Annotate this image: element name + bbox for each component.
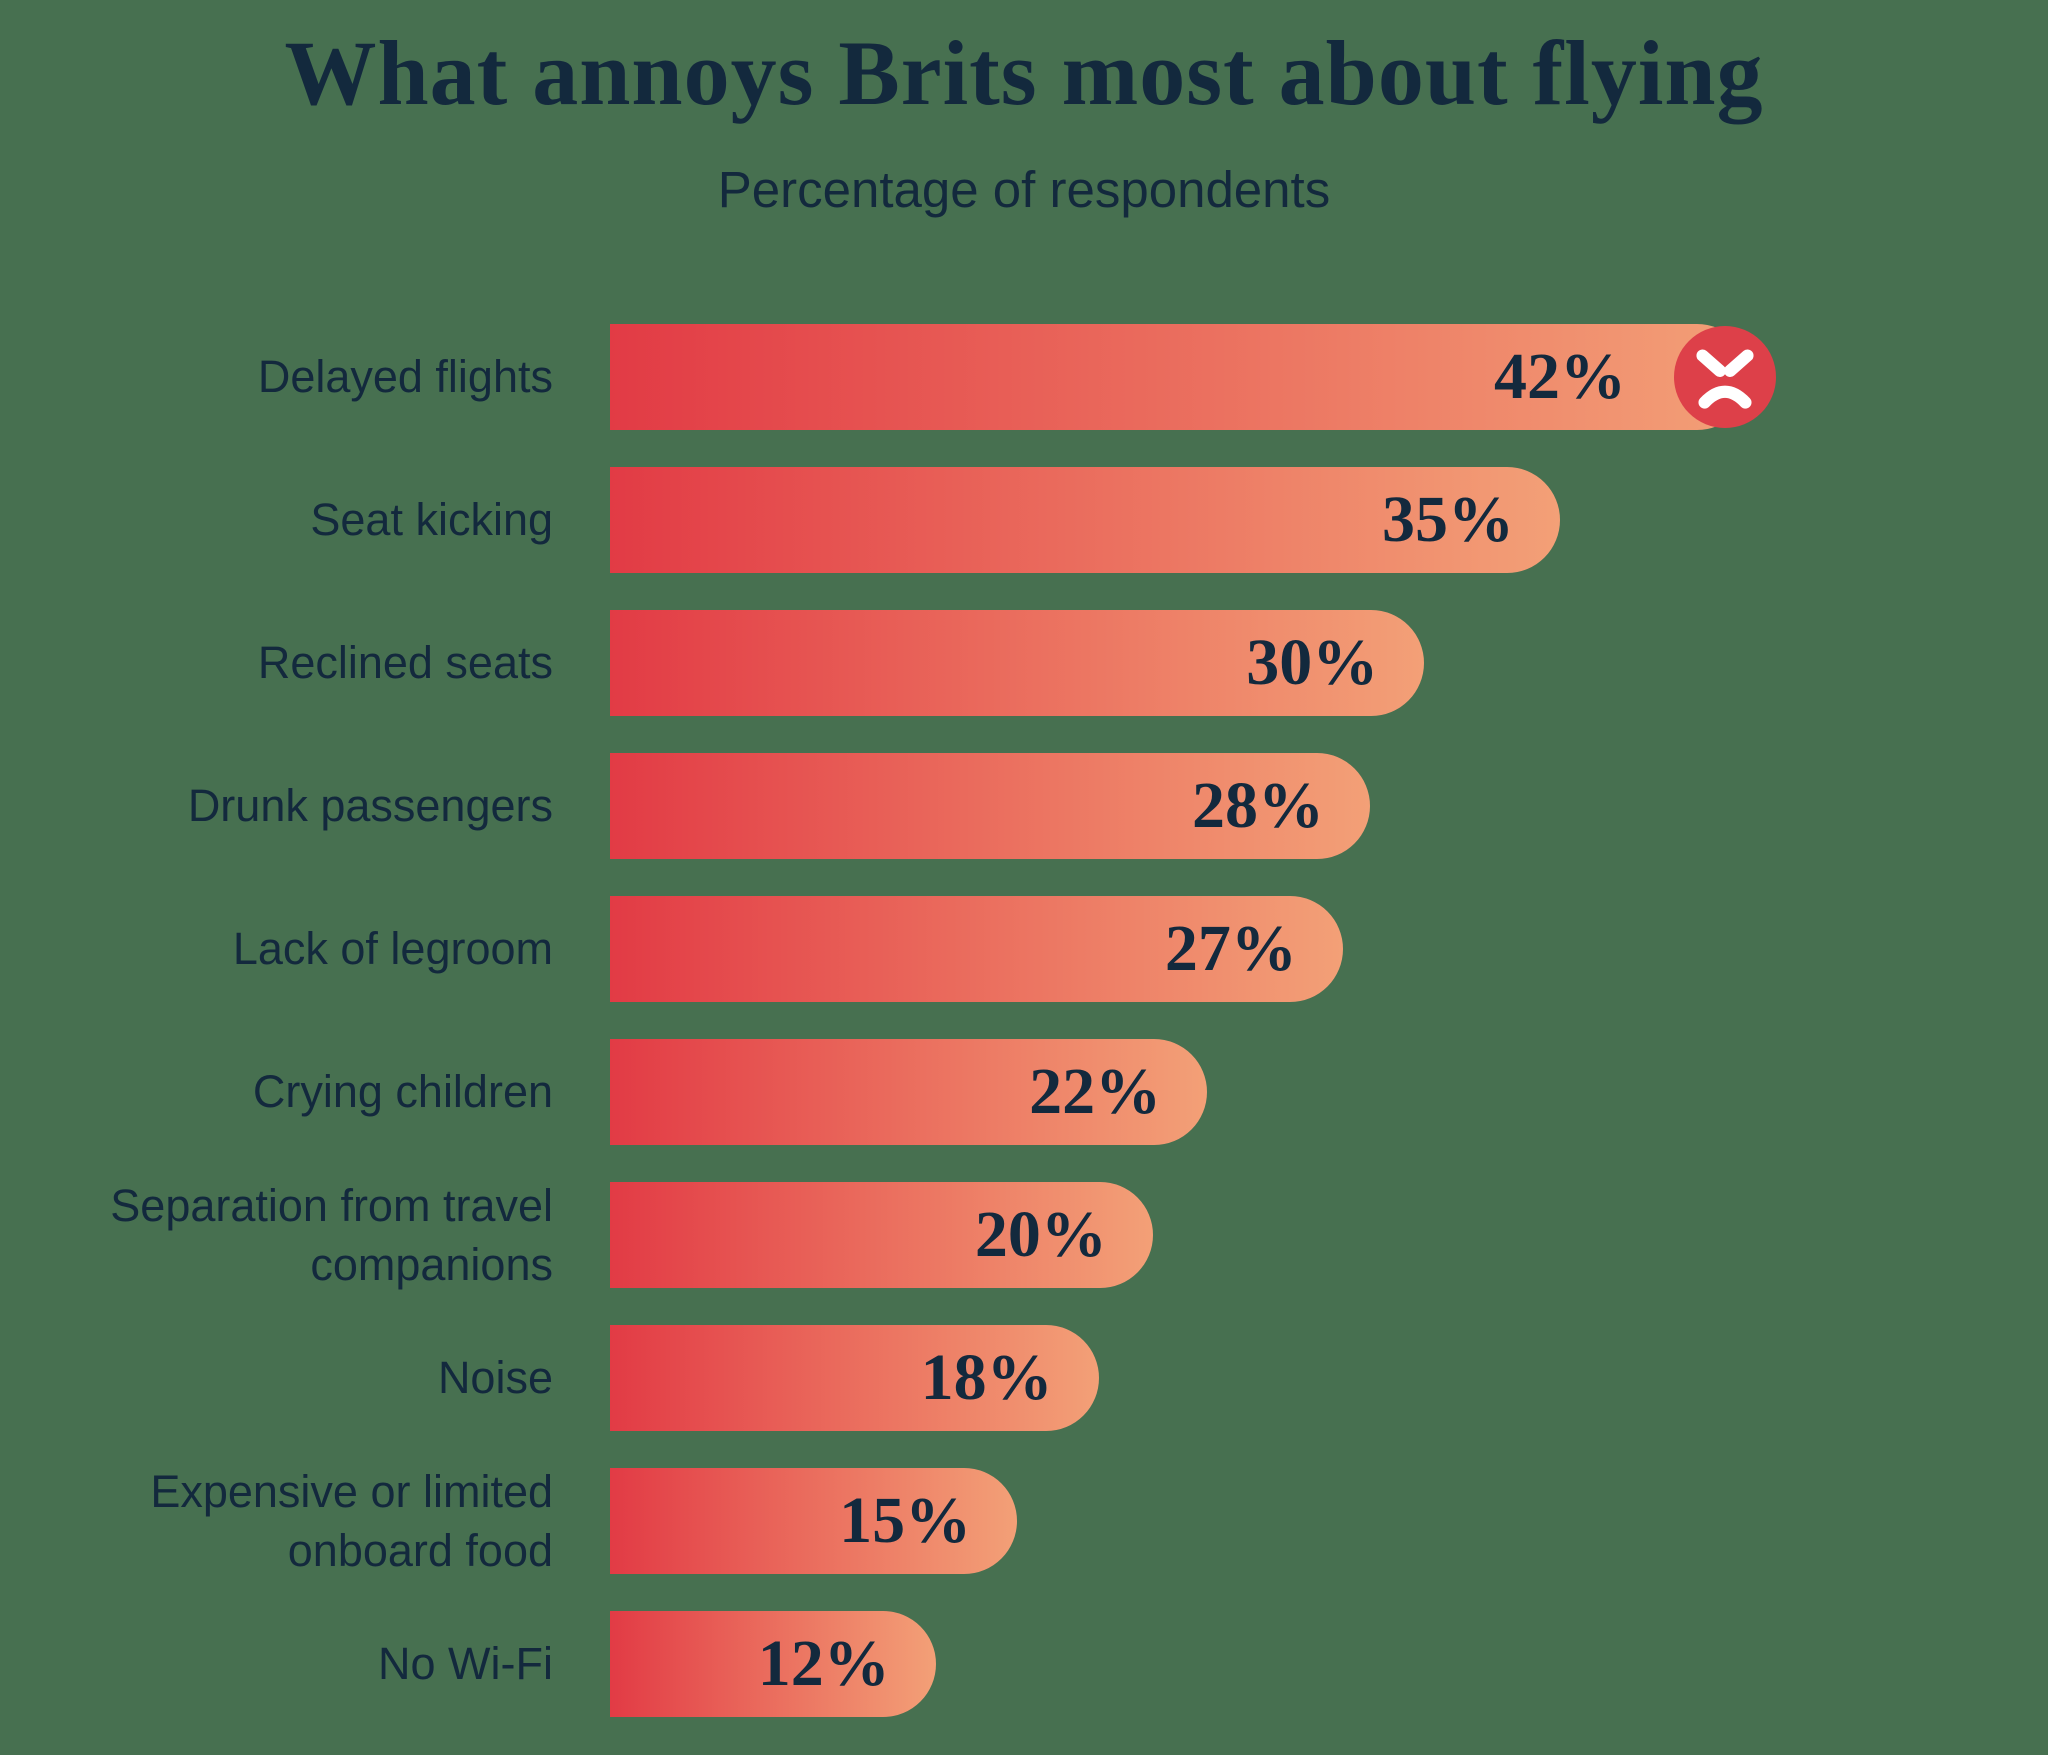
bar-label: Drunk passengers [187,780,553,832]
bar: 42% [610,324,1776,430]
bar-row-lack-of-legroom: Lack of legroom 27% [0,896,1750,1002]
angry-face-icon [1674,326,1776,428]
bar-value: 18% [920,1341,1053,1414]
bar-label: Delayed flights [257,351,553,403]
bar-value: 12% [757,1627,890,1700]
bar-row-reclined-seats: Reclined seats 30% [0,610,1750,716]
bar-track: 42% [610,324,1776,430]
bar-value: 42% [1494,340,1626,413]
bar-value: 30% [1246,626,1379,699]
bar: 27% [610,896,1343,1002]
bar-label: Crying children [252,1066,553,1118]
bar-label: Expensive or limited onboard food [150,1465,553,1576]
bar-track: 30% [610,610,1750,716]
bar-value: 22% [1029,1055,1162,1128]
bar: 18% [610,1325,1099,1431]
bar-value: 20% [974,1198,1107,1271]
bar-chart: Delayed flights 42% Seat kicking [0,324,1776,1717]
bar-label: Seat kicking [310,494,553,546]
bar-label: Lack of legroom [232,923,553,975]
bar-value: 27% [1164,912,1297,985]
bar-row-crying-children: Crying children 22% [0,1039,1750,1145]
bar-track: 35% [610,467,1750,573]
bar-row-drunk-passengers: Drunk passengers 28% [0,753,1750,859]
bar-row-seat-kicking: Seat kicking 35% [0,467,1750,573]
bar-track: 18% [610,1325,1750,1431]
bar-track: 15% [610,1468,1750,1574]
chart-subtitle: Percentage of respondents [717,161,1331,218]
bar-track: 12% [610,1611,1750,1717]
bar-label: Noise [437,1352,553,1404]
bar-value: 28% [1192,769,1324,842]
bar-row-delayed-flights: Delayed flights 42% [0,324,1776,430]
bar-track: 27% [610,896,1750,1002]
bar-label: No Wi-Fi [378,1638,553,1690]
bar-row-noise: Noise 18% [0,1325,1750,1431]
bar: 28% [610,753,1370,859]
bar-track: 22% [610,1039,1750,1145]
bar: 20% [610,1182,1153,1288]
chart-title: What annoys Brits most about flying [284,22,1764,124]
bar: 12% [610,1611,936,1717]
bar-row-onboard-food: Expensive or limited onboard food 15% [0,1465,1750,1576]
bar: 22% [610,1039,1208,1145]
bar: 30% [610,610,1425,716]
bar-label: Separation from travel companions [110,1179,553,1290]
bar: 15% [610,1468,1018,1574]
bar-row-no-wifi: No Wi-Fi 12% [0,1611,1750,1717]
bar-label: Reclined seats [257,637,553,689]
bar-value: 15% [839,1484,972,1557]
bar-track: 20% [610,1182,1750,1288]
bar: 35% [610,467,1560,573]
bar-track: 28% [610,753,1750,859]
bar-row-separation-from-companions: Separation from travel companions 20% [0,1179,1750,1290]
bar-value: 35% [1382,483,1514,556]
